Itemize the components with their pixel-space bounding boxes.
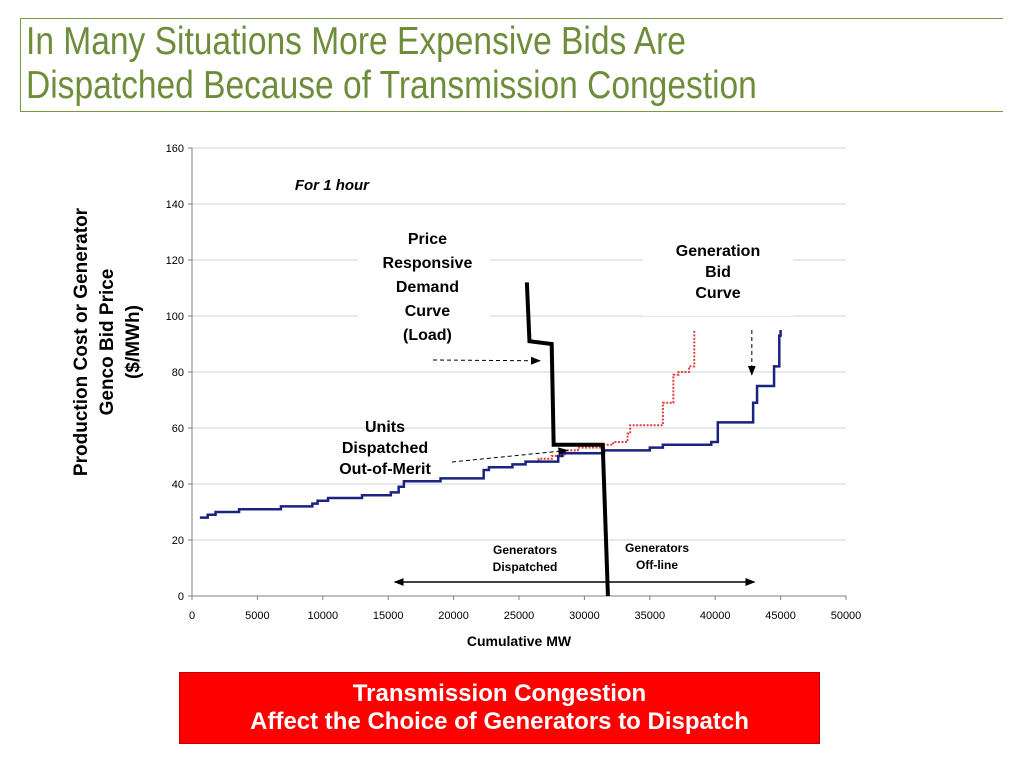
y-axis-title-line: Genco Bid Price [97,269,118,416]
x-axis-title: Cumulative MW [467,633,572,649]
y-tick-label: 120 [166,255,184,267]
demand-pointer-arrow [432,356,541,365]
merit-order-chart: 0 20 40 60 80 100 120 140 160 0 5000 10000 15000 2000… [71,143,861,649]
generators-dispatched-label-line: Generators [493,543,557,557]
axis-layer: 0 20 40 60 80 100 120 140 160 0 5000 10000 15000 2000… [71,143,861,649]
x-tick-label: 20000 [438,610,469,622]
generators-offline-label: Generators Off-line [625,541,689,572]
series-layer [199,282,782,597]
demand-curve-label-line: Responsive [383,255,473,272]
slide-title-line-1: In Many Situations More Expensive Bids A… [26,20,686,63]
x-tick-label: 15000 [373,610,404,622]
x-tick-label: 30000 [569,610,600,622]
demand-curve-label: Price Responsive Demand Curve (Load) [383,231,473,344]
y-tick-label: 60 [172,423,184,435]
slide-title-line-2: Dispatched Because of Transmission Conge… [26,64,757,107]
generation-curve-label: Generation Bid Curve [676,243,760,302]
title-frame [20,18,1003,112]
generation-label-bg [643,236,793,316]
banner-line-1: Transmission Congestion [352,680,647,707]
x-tick-label: 35000 [635,610,666,622]
generators-offline-label-line: Off-line [636,558,678,572]
grid-layer [192,147,846,541]
out-of-merit-label: Units Dispatched Out-of-Merit [339,419,431,478]
for-1-hour-note: For 1 hour [295,177,370,194]
out-of-merit-label-line: Out-of-Merit [339,461,431,478]
generators-dispatched-label-line: Dispatched [493,560,558,574]
generation-curve-label-line: Bid [705,264,731,281]
out-of-merit-label-line: Dispatched [342,440,428,457]
generation-curve-label-line: Curve [695,285,740,302]
y-tick-label: 140 [166,199,184,211]
y-tick-label: 40 [172,479,184,491]
generators-dispatched-label: Generators Dispatched [493,543,558,574]
x-tick-label: 45000 [765,610,796,622]
y-axis-title: Production Cost or Generator Genco Bid Pr… [71,207,144,476]
x-tick-label: 25000 [504,610,535,622]
slide-title: In Many Situations More Expensive Bids A… [26,20,757,108]
x-tick-label: 40000 [700,610,731,622]
demand-curve-label-line: Price [408,231,447,248]
y-tick-label: 100 [166,311,184,323]
generation-curve-label-line: Generation [676,243,760,260]
demand-label-bg [358,223,491,348]
y-tick-label: 20 [172,535,184,547]
y-tick-label: 160 [166,143,184,155]
out-of-merit-pointer-arrow [451,447,569,463]
y-tick-label: 0 [178,591,184,603]
congestion-banner: Transmission Congestion Affect the Choic… [179,672,820,744]
x-tick-label: 50000 [831,610,862,622]
y-axis-title-line: ($/MWh) [123,305,144,379]
y-tick-label: 80 [172,367,184,379]
x-tick-label: 0 [189,610,195,622]
x-tick-label: 5000 [245,610,269,622]
generation-bid-curve [199,330,782,519]
annotation-layer: For 1 hour Price Responsive Demand Curve (Loa… [295,177,793,586]
demand-curve-label-line: Curve [405,303,450,320]
demand-curve-label-line: (Load) [403,327,452,344]
out-of-merit-label-line: Units [365,419,405,436]
generators-offline-label-line: Generators [625,541,689,555]
demand-curve-label-line: Demand [396,279,459,296]
y-axis-title-line: Production Cost or Generator [71,207,92,476]
x-tick-label: 10000 [308,610,339,622]
banner-line-2: Affect the Choice of Generators to Dispa… [250,708,749,735]
demand-curve [524,282,610,597]
